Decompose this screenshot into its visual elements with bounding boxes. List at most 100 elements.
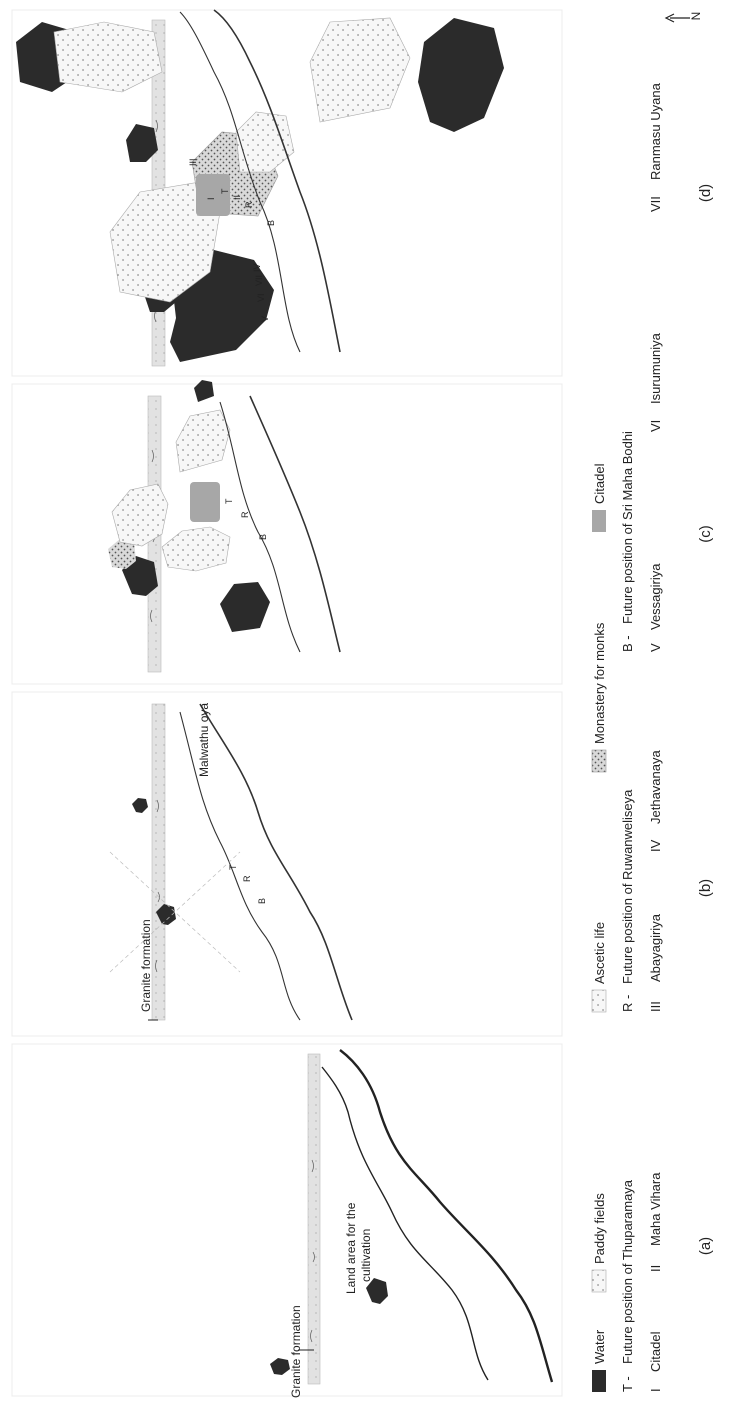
river-bank [219, 401, 301, 653]
mark-T: T [224, 498, 234, 504]
mark-III: III [188, 158, 198, 166]
river-bank [179, 11, 301, 353]
mark-T: T [228, 864, 238, 870]
legend-label-ascetic: Ascetic life [592, 922, 607, 984]
river-bank [199, 703, 353, 1021]
mark-R: R [240, 511, 250, 518]
legend-label-water: Water [592, 1329, 607, 1364]
north-label: N [689, 12, 703, 21]
panel-b-caption: (b) [697, 879, 714, 897]
legend-site-name: Abayagiriya [648, 913, 663, 982]
panel-b: Granite formation Malwathu oya T R B (b) [11, 691, 714, 1037]
alignment-lines [109, 851, 241, 973]
river-bank [179, 711, 301, 1021]
citadel-area [196, 174, 230, 216]
river-bank [339, 1049, 554, 1383]
legend-label-citadel: Citadel [592, 463, 607, 504]
panel-c: T R B (c) [11, 383, 714, 685]
panel-d-caption: (d) [697, 184, 714, 202]
mark-V: V [260, 316, 270, 322]
granite-label: Granite formation [139, 919, 153, 1012]
mark-I: I [206, 197, 216, 200]
water-body [270, 1358, 290, 1375]
legend-swatch-citadel [592, 510, 606, 532]
mark-B: B [257, 898, 267, 904]
panel-a-caption: (a) [697, 1237, 714, 1255]
water-body [366, 1278, 388, 1304]
mark-B: B [266, 220, 276, 226]
legend-site-name: Citadel [648, 1331, 663, 1372]
legend-swatch-water [592, 1370, 606, 1392]
water-body [132, 798, 148, 813]
paddy-field [309, 17, 411, 123]
legend-label-monastery: Monastery for monks [592, 622, 607, 744]
panel-a: Granite formation Land area for the cult… [11, 1043, 714, 1398]
legend-code-T: T - [620, 1376, 635, 1392]
water-body [156, 904, 176, 925]
monastery-area [108, 539, 136, 569]
water-body [126, 124, 158, 162]
legend-site-numeral: V [648, 643, 663, 652]
legend-site-name: Vessagiriya [648, 563, 663, 630]
legend-position-T: Future position of Thuparamaya [620, 1179, 635, 1364]
water-body [122, 556, 158, 596]
paddy-field [111, 483, 169, 547]
panel-d: T II R B I III IV V VI VII (d) [11, 9, 714, 402]
mark-B: B [258, 534, 268, 540]
land-label-line2: cultivation [359, 1229, 373, 1282]
granite-texture [155, 799, 160, 973]
granite-band [307, 1053, 321, 1385]
legend-site-numeral: VI [648, 420, 663, 432]
panel-c-caption: (c) [697, 525, 714, 543]
legend-swatch-ascetic [591, 989, 607, 1013]
paddy-field [53, 21, 163, 93]
legend-site-numeral: III [648, 1001, 663, 1012]
water-body [418, 18, 504, 132]
water-body [220, 582, 270, 632]
legend-site-numeral: II [648, 1265, 663, 1272]
legend-label-paddy: Paddy fields [592, 1193, 607, 1264]
water-body [194, 380, 214, 402]
legend-site-name: Jethavanaya [648, 750, 663, 824]
river-bank [213, 9, 341, 353]
legend-site-name: Isurumuniya [648, 332, 663, 404]
river-label: Malwathu oya [197, 703, 211, 777]
ascetic-area [175, 409, 231, 473]
legend-position-R: Future position of Ruwanweliseya [620, 789, 635, 984]
legend-site-numeral: IV [648, 839, 663, 852]
north-arrow: N [664, 12, 703, 23]
legend-site-name: Ranmasu Uyana [648, 82, 663, 180]
panel-b-frame [11, 691, 563, 1037]
river-bank [249, 395, 341, 653]
mark-IV: IV [252, 263, 262, 272]
legend-site-numeral: I [648, 1388, 663, 1392]
legend-site-numeral: VII [648, 196, 663, 212]
panel-d-frame [11, 9, 563, 377]
mark-T: T [220, 188, 230, 194]
land-label-line1: Land area for the [344, 1202, 358, 1294]
granite-label: Granite formation [289, 1305, 303, 1398]
north-arrow-head [664, 13, 675, 23]
legend-code-B: B - [620, 635, 635, 652]
ascetic-area [235, 111, 295, 173]
legend-swatch-monastery [591, 749, 607, 773]
mark-R: R [242, 875, 252, 882]
mark-R: R [244, 201, 254, 208]
panel-a-frame [11, 1043, 563, 1397]
mark-VI: VI [256, 293, 266, 302]
panel-c-frame [11, 383, 563, 685]
legend-swatch-paddy [591, 1269, 607, 1293]
granite-texture [310, 1159, 315, 1343]
river-bank [321, 1066, 489, 1381]
mark-II: II [232, 195, 242, 200]
paddy-field [161, 526, 231, 572]
legend-code-R: R - [620, 995, 635, 1012]
legend-position-B: Future position of Sri Maha Bodhi [620, 431, 635, 624]
citadel-area [190, 482, 220, 522]
legend: Water Paddy fields Ascetic life Monaster… [591, 82, 663, 1392]
mark-VII: VII [254, 275, 264, 286]
legend-site-name: Maha Vihara [648, 1172, 663, 1246]
granite-band [151, 703, 166, 1021]
